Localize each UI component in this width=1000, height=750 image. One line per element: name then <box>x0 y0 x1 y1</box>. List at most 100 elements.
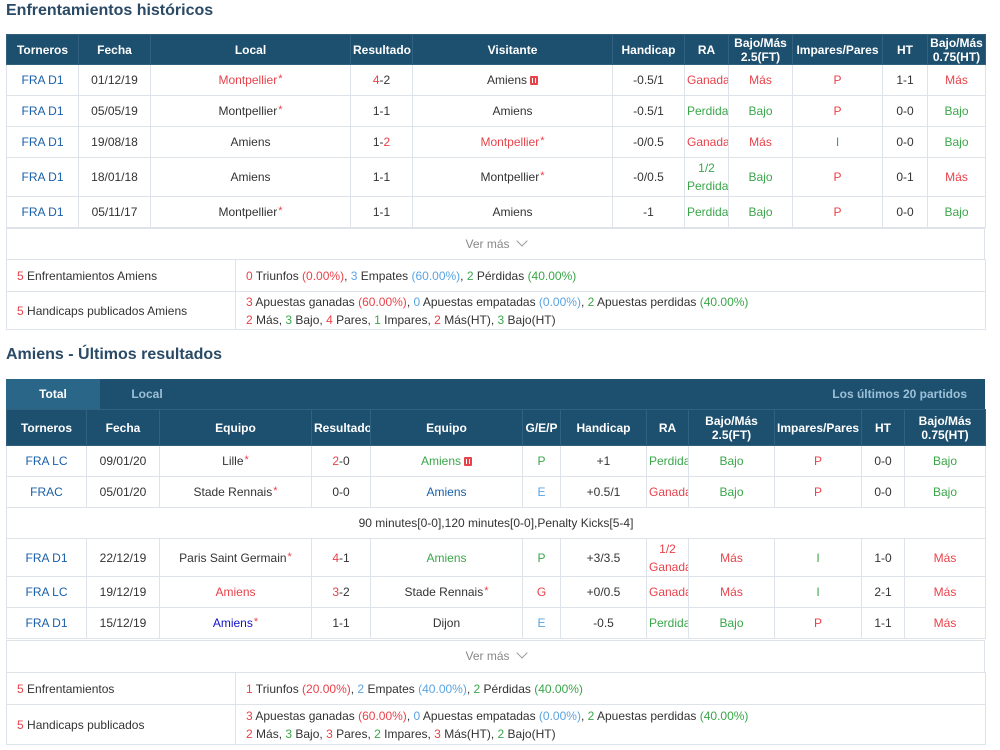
bets-lost-pct: (40.00%) <box>699 294 749 309</box>
home-team[interactable]: Amiens* <box>159 607 312 639</box>
odd-even-value: P <box>774 476 862 508</box>
col-ou-ht: Bajo/Más 0.75(HT) <box>927 34 986 65</box>
team-name: Amiens <box>212 616 253 630</box>
home-team[interactable]: Amiens <box>150 126 351 158</box>
ou-value: Bajo <box>688 445 775 477</box>
score-home: 1 <box>372 104 380 118</box>
match-result[interactable]: 2-0 <box>311 445 371 477</box>
match-date: 05/11/17 <box>78 196 151 228</box>
star-icon: * <box>484 585 489 597</box>
home-team[interactable]: Montpellier* <box>150 64 351 96</box>
mas-ht-count: 3 <box>434 726 441 741</box>
league-link[interactable]: FRA LC <box>6 445 87 477</box>
league-link[interactable]: FRA D1 <box>6 538 87 577</box>
away-team[interactable]: Amiens <box>370 476 523 508</box>
recent-header-row: Torneros Fecha Equipo Resultado Equipo G… <box>6 409 986 446</box>
league-link[interactable]: FRA D1 <box>6 126 79 158</box>
star-icon: * <box>244 454 249 466</box>
away-team[interactable]: Montpellier* <box>412 157 613 197</box>
match-result[interactable]: 1-2 <box>350 126 413 158</box>
handicap-value: -0.5/1 <box>612 64 685 96</box>
last-20-selector[interactable]: Los últimos 20 partidos <box>832 387 967 401</box>
ht-score: 0-0 <box>882 126 928 158</box>
away-team[interactable]: Stade Rennais* <box>370 576 523 608</box>
bets-won-label: Apuestas ganadas <box>252 294 359 309</box>
score-away: 1 <box>383 205 391 219</box>
away-team[interactable]: Montpellier* <box>412 126 613 158</box>
home-team[interactable]: Lille* <box>159 445 312 477</box>
match-result[interactable]: 1-1 <box>350 157 413 197</box>
match-result[interactable]: 4-2 <box>350 64 413 96</box>
ou-ht-value: Más <box>904 607 986 639</box>
league-link[interactable]: FRA LC <box>6 576 87 608</box>
match-result[interactable]: 0-0 <box>311 476 371 508</box>
h2h-more-button[interactable]: Ver más <box>6 228 985 260</box>
home-team[interactable]: Amiens <box>150 157 351 197</box>
star-icon: * <box>287 550 292 563</box>
tab-total[interactable]: Total <box>6 379 100 409</box>
recent-summary-table: 5 Enfrentamientos 1 Triunfos (20.00%), 2… <box>6 672 986 745</box>
league-link[interactable]: FRAC <box>6 476 87 508</box>
ou-ht-value: Más <box>927 64 986 96</box>
home-team[interactable]: Montpellier* <box>150 95 351 127</box>
away-team[interactable]: Amiens <box>412 95 613 127</box>
score-home: 1 <box>372 135 380 149</box>
handicap-value: +0.5/1 <box>560 476 647 508</box>
odd-even-value: P <box>792 196 883 228</box>
home-team[interactable]: Paris Saint Germain* <box>159 538 312 577</box>
losses-label: Pérdidas <box>480 681 535 696</box>
recent-more-button[interactable]: Ver más <box>6 640 985 673</box>
ht-score: 0-0 <box>861 476 905 508</box>
score-away: 2 <box>343 585 350 599</box>
table-row: FRA LC 19/12/19 Amiens 3-2 Stade Rennais… <box>6 576 986 608</box>
league-link[interactable]: FRA D1 <box>6 607 87 639</box>
ht-score: 2-1 <box>861 576 905 608</box>
match-result[interactable]: 4-1 <box>311 538 371 577</box>
ou-ht-value: Bajo <box>927 95 986 127</box>
match-result[interactable]: 1-1 <box>311 607 371 639</box>
bets-lost-pct: (40.00%) <box>699 708 749 723</box>
ra-value: Perdida <box>684 196 729 228</box>
chevron-down-icon <box>515 647 528 659</box>
score-home: 2 <box>332 454 339 468</box>
away-team[interactable]: Dijon <box>370 607 523 639</box>
ra-value: 1/2 Ganada <box>646 538 689 577</box>
ou-value: Bajo <box>728 157 793 197</box>
col-ou-ft: Bajo/Más 2.5(FT) <box>728 34 793 65</box>
handicap-value: -0.5/1 <box>612 95 685 127</box>
ra-fraction: 1/2 <box>698 161 715 175</box>
home-team[interactable]: Amiens <box>159 576 312 608</box>
ra-value: Ganada <box>646 476 689 508</box>
league-link[interactable]: FRA D1 <box>6 196 79 228</box>
away-team[interactable]: Amiens <box>412 196 613 228</box>
ht-score: 1-1 <box>861 607 905 639</box>
ra-value: Ganada <box>646 576 689 608</box>
handicap-value: +0/0.5 <box>560 576 647 608</box>
summary-label: 5 Handicaps publicados Amiens <box>6 291 236 330</box>
handicap-value: +1 <box>560 445 647 477</box>
table-row: FRA D1 18/01/18 Amiens 1-1 Montpellier* … <box>6 157 986 197</box>
col-ou-ht: Bajo/Más 0.75(HT) <box>904 409 986 446</box>
summary-values: 3 Apuestas ganadas (60.00%), 0 Apuestas … <box>235 704 986 745</box>
odd-even-value: P <box>774 445 862 477</box>
match-date: 05/05/19 <box>78 95 151 127</box>
summary-row: 5 Handicaps publicados Amiens 3 Apuestas… <box>6 291 986 330</box>
home-team[interactable]: Montpellier* <box>150 196 351 228</box>
match-result[interactable]: 1-1 <box>350 95 413 127</box>
pares-label: Pares, <box>332 726 375 741</box>
ou-value: Más <box>688 538 775 577</box>
away-team[interactable]: Amiens <box>412 64 613 96</box>
team-name: Stade Rennais <box>193 485 273 499</box>
away-team[interactable]: Amiens <box>370 538 523 577</box>
match-result[interactable]: 3-2 <box>311 576 371 608</box>
match-result[interactable]: 1-1 <box>350 196 413 228</box>
ht-score: 0-1 <box>882 157 928 197</box>
home-team[interactable]: Stade Rennais* <box>159 476 312 508</box>
ou-ht-value: Más <box>904 538 986 577</box>
match-date: 22/12/19 <box>86 538 160 577</box>
tab-local[interactable]: Local <box>131 387 163 401</box>
league-link[interactable]: FRA D1 <box>6 95 79 127</box>
away-team[interactable]: Amiens <box>370 445 523 477</box>
league-link[interactable]: FRA D1 <box>6 64 79 96</box>
league-link[interactable]: FRA D1 <box>6 157 79 197</box>
